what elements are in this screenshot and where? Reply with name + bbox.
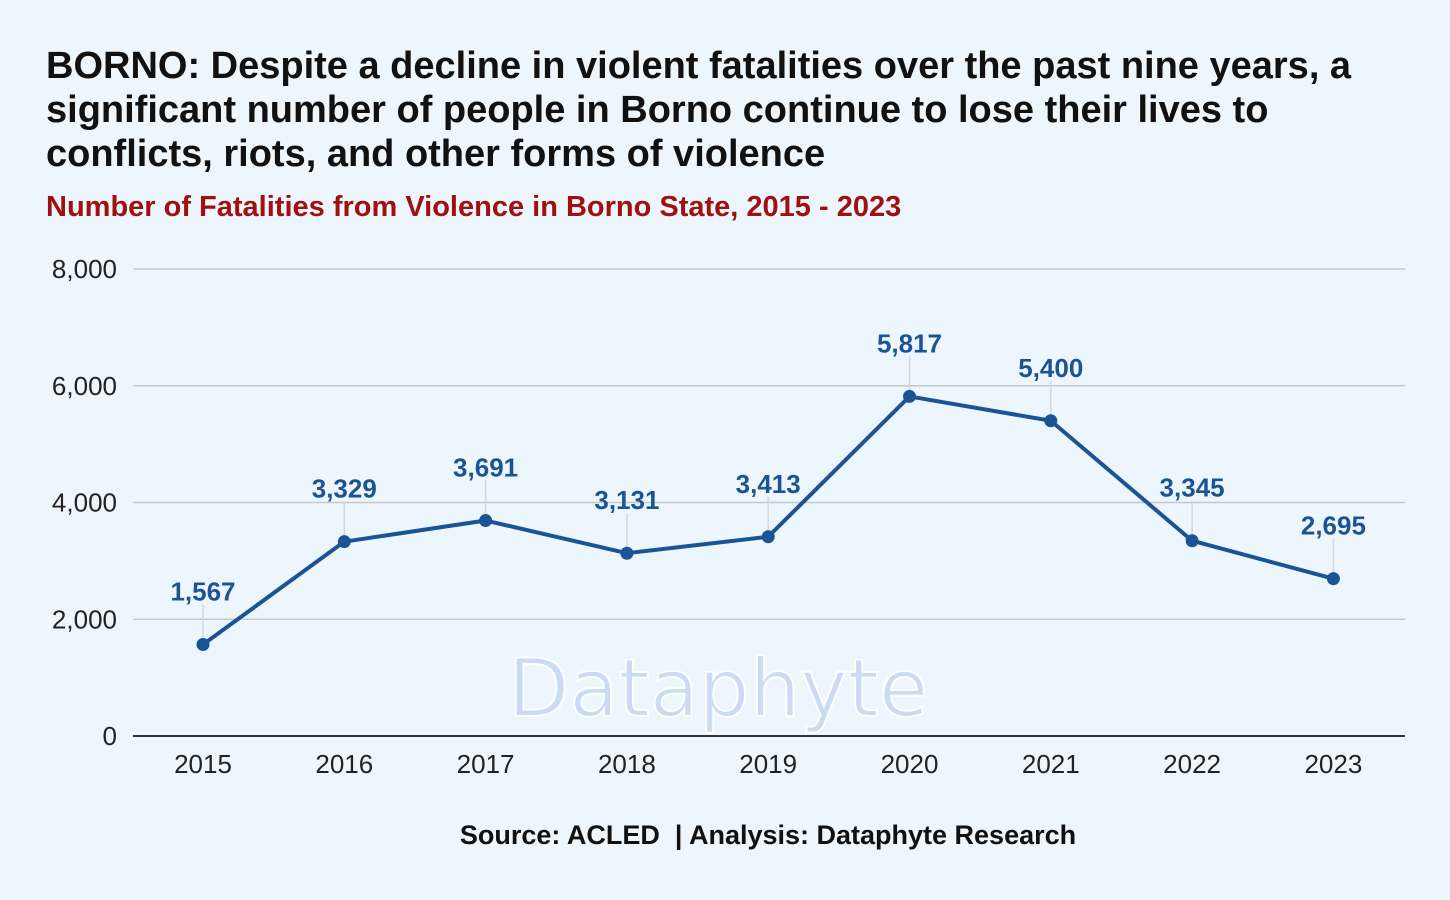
data-point <box>1326 572 1340 586</box>
data-label: 5,817 <box>877 328 942 358</box>
y-tick-label: 2,000 <box>52 604 117 634</box>
data-label-leaders <box>202 356 1335 639</box>
data-point <box>479 514 493 528</box>
x-tick-label: 2022 <box>1163 749 1221 779</box>
x-tick-label: 2023 <box>1304 749 1362 779</box>
x-tick-label: 2017 <box>457 749 515 779</box>
x-tick-label: 2019 <box>739 749 797 779</box>
source-note: Source: ACLED | Analysis: Dataphyte Rese… <box>459 820 1077 850</box>
y-tick-label: 4,000 <box>52 488 117 518</box>
data-point <box>903 389 916 403</box>
x-tick-label: 2020 <box>881 749 939 779</box>
x-tick-label: 2021 <box>1022 749 1080 779</box>
data-label: 2,695 <box>1301 511 1366 541</box>
data-label: 3,413 <box>736 469 801 499</box>
y-tick-label: 0 <box>103 721 117 751</box>
x-axis-tick-labels: 2015 2016 2017 2018 2019 2020 2021 2022 2023 <box>174 749 1362 779</box>
data-point <box>1044 414 1058 428</box>
x-tick-label: 2018 <box>598 749 656 779</box>
watermark-logo: Dataphyte <box>508 642 928 735</box>
data-point <box>620 546 634 560</box>
y-tick-label: 6,000 <box>52 371 117 401</box>
data-label: 1,567 <box>170 577 235 607</box>
data-label: 3,329 <box>312 474 377 504</box>
data-label: 3,691 <box>453 453 518 483</box>
x-tick-label: 2015 <box>174 749 232 779</box>
data-label: 3,131 <box>594 485 659 515</box>
data-label: 5,400 <box>1018 353 1083 383</box>
y-tick-label: 8,000 <box>52 254 117 284</box>
data-label: 3,345 <box>1160 473 1225 503</box>
data-point <box>196 638 210 652</box>
chart-subtitle: Number of Fatalities from Violence in Bo… <box>46 191 902 223</box>
data-labels: 1,567 3,329 3,691 3,131 3,413 5,817 5,400 3,345… <box>170 328 1365 606</box>
data-points <box>196 389 1340 652</box>
gridlines <box>133 268 1405 737</box>
data-point <box>1185 534 1199 548</box>
x-tick-label: 2016 <box>315 749 373 779</box>
y-axis-tick-labels: 0 2,000 4,000 6,000 8,000 <box>52 254 117 751</box>
data-point <box>337 535 351 549</box>
data-point <box>761 530 775 544</box>
chart-title: BORNO: Despite a decline in violent fata… <box>46 45 1352 175</box>
